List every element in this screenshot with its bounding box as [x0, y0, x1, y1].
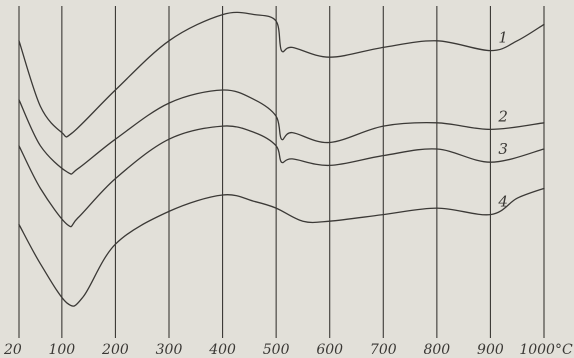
x-tick-label-700: 700: [370, 342, 397, 358]
curve-labels: 1 2 3 4: [497, 29, 508, 211]
curves-group: [18, 11, 545, 307]
x-tick-label-800: 800: [423, 342, 450, 358]
x-tick-label-400: 400: [208, 342, 236, 358]
vertical-grid: [18, 6, 545, 338]
x-tick-label-600: 600: [316, 342, 343, 358]
curve-4: [18, 187, 545, 307]
x-tick-labels: 20 100 200 300 400 500 600 700 800 900 1000°C: [3, 342, 573, 358]
x-tick-label-200: 200: [101, 342, 129, 358]
curve-3: [18, 125, 545, 228]
x-tick-label-500: 500: [263, 342, 290, 358]
curve-label-4: 4: [497, 193, 508, 211]
x-tick-label-1000: 1000°C: [519, 342, 573, 358]
curve-label-2: 2: [497, 107, 508, 125]
x-tick-label-20: 20: [3, 342, 22, 358]
curve-1: [18, 11, 545, 138]
curve-2: [18, 89, 545, 175]
x-tick-label-100: 100: [48, 342, 75, 358]
x-tick-label-900: 900: [477, 342, 504, 358]
curve-label-3: 3: [498, 140, 508, 158]
curve-label-1: 1: [498, 29, 508, 47]
x-tick-label-300: 300: [156, 342, 183, 358]
